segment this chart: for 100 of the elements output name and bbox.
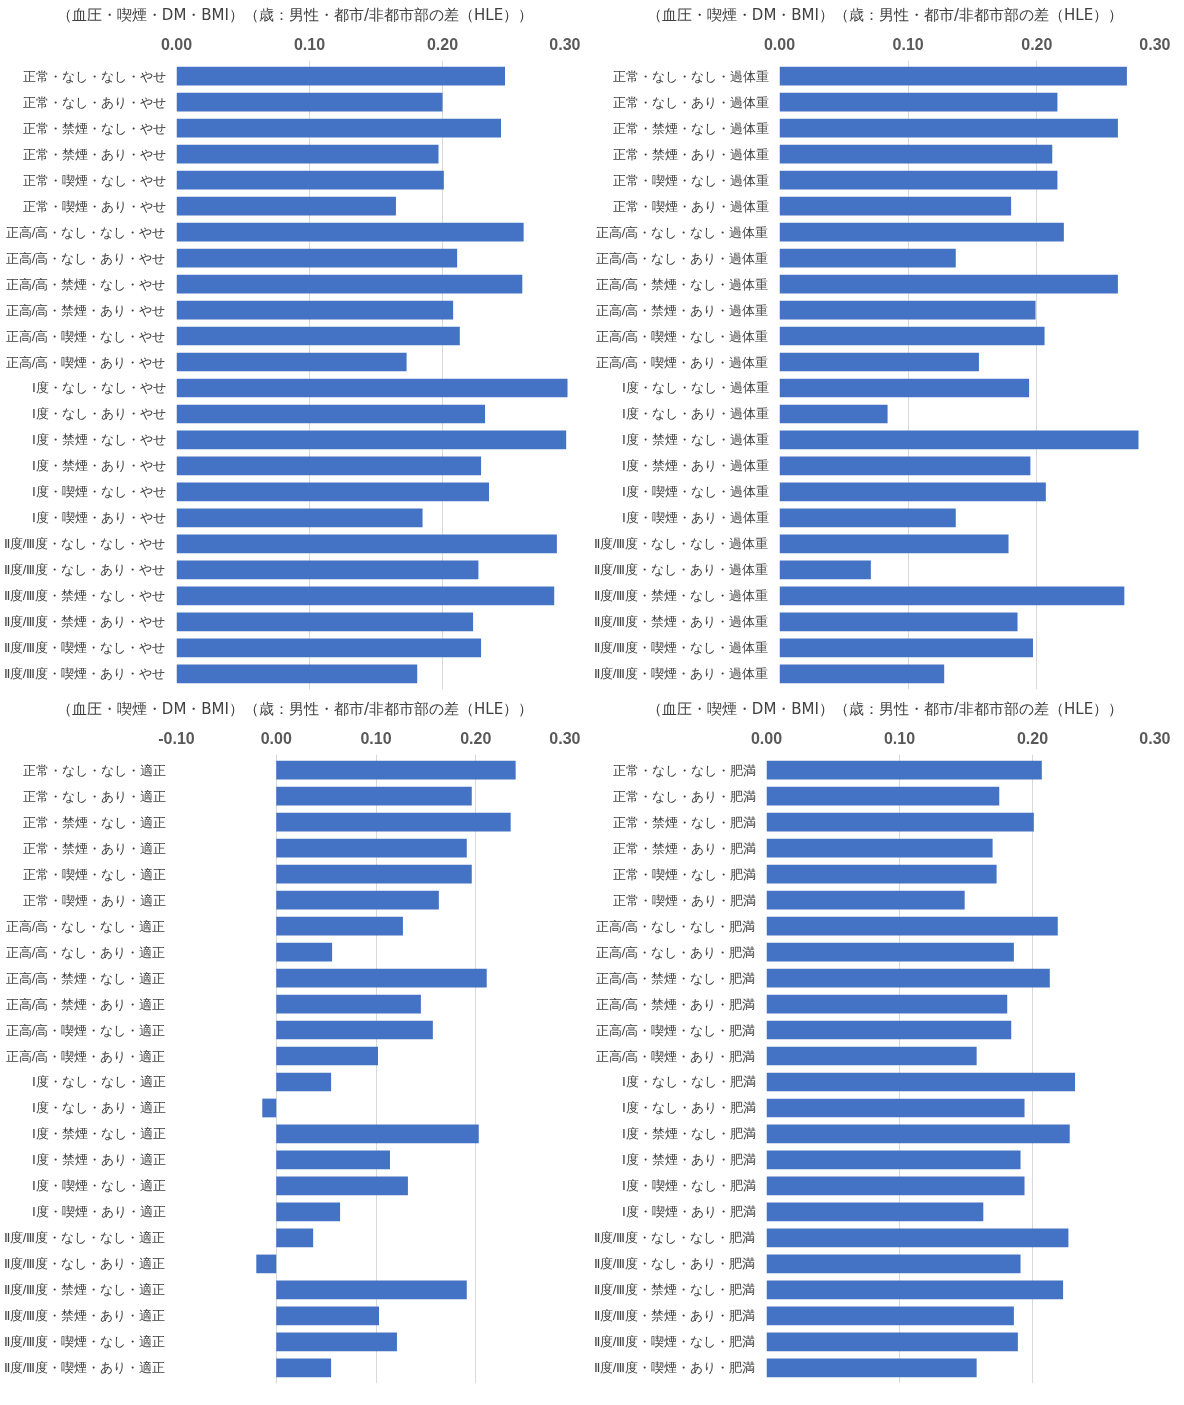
y-tick-label: Ⅱ度/Ⅲ度・喫煙・あり・肥満 [593, 1360, 756, 1376]
y-tick-label: Ⅰ度・禁煙・あり・やせ [31, 458, 166, 474]
x-tick-label: 0.00 [160, 35, 193, 53]
y-tick-label: 正常・なし・あり・過体重 [612, 94, 769, 110]
y-tick-label: Ⅰ度・なし・なし・肥満 [621, 1074, 756, 1090]
x-tick-label: 0.10 [360, 729, 392, 747]
x-tick-label: 0.00 [750, 729, 783, 747]
y-tick-label: Ⅰ度・喫煙・なし・過体重 [621, 484, 769, 500]
chart-title: （血圧・喫煙・DM・BMI）（歳：男性・都市/非都市部の差（HLE）） [56, 699, 534, 720]
y-tick-label: Ⅰ度・なし・あり・過体重 [621, 406, 769, 422]
y-tick-label: 正常・喫煙・なし・やせ [22, 172, 166, 188]
y-tick-label: 正常・喫煙・あり・肥満 [612, 892, 756, 908]
y-tick-label: Ⅱ度/Ⅲ度・禁煙・なし・やせ [3, 588, 166, 604]
y-tick-label: 正常・喫煙・あり・やせ [22, 198, 166, 214]
y-tick-label: 正高/高・なし・なし・やせ [5, 224, 166, 240]
y-tick-label: 正高/高・禁煙・あり・適正 [5, 996, 166, 1012]
y-tick-label: 正常・禁煙・なし・やせ [22, 120, 166, 136]
bar [276, 1202, 341, 1222]
bar [256, 1254, 277, 1274]
y-tick-label: Ⅰ度・喫煙・あり・やせ [31, 510, 166, 526]
y-tick-label: 正高/高・なし・なし・過体重 [595, 224, 769, 240]
y-tick-label: Ⅱ度/Ⅲ度・なし・なし・やせ [3, 536, 166, 552]
bar [276, 1306, 379, 1326]
y-tick-label: Ⅰ度・なし・なし・過体重 [621, 380, 769, 396]
y-tick-label: Ⅰ度・喫煙・なし・やせ [31, 484, 166, 500]
y-tick-label: Ⅰ度・禁煙・あり・適正 [31, 1152, 166, 1168]
y-tick-label: 正高/高・なし・なし・適正 [5, 918, 166, 934]
y-tick-label: 正常・禁煙・あり・肥満 [612, 840, 756, 856]
y-tick-label: 正高/高・喫煙・なし・過体重 [595, 328, 769, 344]
bar [276, 786, 472, 806]
chart-title: （血圧・喫煙・DM・BMI）（歳：男性・都市/非都市部の差（HLE）） [646, 699, 1124, 720]
y-tick-label: 正常・禁煙・なし・肥満 [612, 814, 756, 830]
y-tick-label: 正常・なし・あり・肥満 [612, 788, 756, 804]
x-tick-label: 0.30 [549, 35, 581, 53]
y-tick-label: 正常・なし・なし・適正 [22, 762, 166, 778]
y-tick-label: Ⅱ度/Ⅲ度・禁煙・あり・過体重 [593, 614, 769, 630]
y-tick-label: Ⅰ度・なし・なし・適正 [31, 1074, 166, 1090]
x-tick-label: 0.30 [1139, 35, 1171, 53]
y-tick-label: Ⅰ度・なし・あり・適正 [31, 1100, 166, 1116]
y-tick-label: 正高/高・喫煙・あり・適正 [5, 1048, 166, 1064]
y-tick-label: Ⅱ度/Ⅲ度・喫煙・なし・過体重 [593, 640, 769, 656]
x-tick-label: 0.00 [260, 729, 292, 747]
y-tick-label: Ⅱ度/Ⅲ度・喫煙・なし・適正 [3, 1334, 166, 1350]
y-tick-label: Ⅰ度・禁煙・あり・過体重 [621, 458, 769, 474]
x-tick-label: 0.20 [1021, 35, 1053, 53]
y-tick-label: Ⅰ度・喫煙・あり・肥満 [621, 1204, 756, 1220]
bar [276, 890, 439, 910]
x-tick-label: 0.00 [763, 35, 796, 53]
y-tick-label: 正高/高・なし・あり・過体重 [595, 250, 769, 266]
y-tick-label: 正高/高・禁煙・なし・適正 [5, 970, 166, 986]
bar [276, 1280, 467, 1300]
y-tick-label: 正常・なし・なし・肥満 [612, 762, 756, 778]
y-tick-label: Ⅰ度・喫煙・あり・適正 [31, 1204, 166, 1220]
y-tick-label: Ⅰ度・なし・あり・やせ [31, 406, 166, 422]
y-tick-label: Ⅰ度・禁煙・なし・過体重 [621, 432, 769, 448]
y-tick-label: Ⅱ度/Ⅲ度・禁煙・なし・過体重 [593, 588, 769, 604]
y-tick-label: 正常・喫煙・なし・過体重 [612, 172, 769, 188]
y-tick-label: 正高/高・喫煙・なし・適正 [5, 1022, 166, 1038]
bar [276, 864, 472, 884]
x-tick-label: 0.10 [883, 729, 916, 747]
bar [276, 1020, 433, 1040]
x-tick-label: 0.20 [1016, 729, 1049, 747]
y-tick-label: Ⅰ度・禁煙・あり・肥満 [621, 1152, 756, 1168]
y-tick-label: 正高/高・なし・あり・やせ [5, 250, 166, 266]
x-tick-label: 0.20 [426, 35, 459, 53]
y-tick-label: 正高/高・喫煙・なし・肥満 [595, 1022, 756, 1038]
y-tick-label: Ⅱ度/Ⅲ度・喫煙・あり・過体重 [593, 666, 769, 682]
y-tick-label: 正高/高・禁煙・なし・過体重 [595, 276, 769, 292]
y-tick-label: Ⅱ度/Ⅲ度・なし・なし・適正 [3, 1230, 166, 1246]
y-tick-label: Ⅰ度・禁煙・なし・適正 [31, 1126, 166, 1142]
y-tick-label: Ⅰ度・禁煙・なし・肥満 [621, 1126, 756, 1142]
y-tick-label: 正高/高・なし・なし・肥満 [595, 918, 756, 934]
bar [276, 1332, 397, 1352]
bar [276, 1358, 332, 1378]
y-tick-label: Ⅱ度/Ⅲ度・なし・あり・適正 [3, 1256, 166, 1272]
y-tick-label: 正高/高・なし・あり・適正 [5, 944, 166, 960]
bar [276, 1124, 479, 1144]
y-tick-label: 正高/高・なし・あり・肥満 [595, 944, 756, 960]
y-tick-label: 正常・喫煙・なし・適正 [22, 866, 166, 882]
y-tick-label: 正高/高・禁煙・あり・肥満 [595, 996, 756, 1012]
bar [276, 1176, 408, 1196]
y-tick-label: 正常・喫煙・あり・適正 [22, 892, 166, 908]
bar [276, 994, 421, 1014]
y-tick-label: 正常・なし・なし・やせ [22, 68, 166, 84]
y-tick-label: Ⅱ度/Ⅲ度・なし・あり・過体重 [593, 562, 769, 578]
y-tick-label: Ⅱ度/Ⅲ度・なし・なし・過体重 [593, 536, 769, 552]
y-tick-label: Ⅱ度/Ⅲ度・なし・なし・肥満 [593, 1230, 756, 1246]
y-tick-label: 正常・禁煙・あり・過体重 [612, 146, 769, 162]
y-tick-label: Ⅰ度・禁煙・なし・やせ [31, 432, 166, 448]
y-tick-label: Ⅰ度・喫煙・なし・肥満 [621, 1178, 756, 1194]
y-tick-label: Ⅰ度・喫煙・あり・過体重 [621, 510, 769, 526]
y-tick-label: Ⅱ度/Ⅲ度・禁煙・あり・適正 [3, 1308, 166, 1324]
y-tick-label: 正常・禁煙・なし・過体重 [612, 120, 769, 136]
y-tick-label: 正高/高・喫煙・あり・肥満 [595, 1048, 756, 1064]
y-tick-label: Ⅱ度/Ⅲ度・禁煙・あり・やせ [3, 614, 166, 630]
y-tick-label: Ⅱ度/Ⅲ度・禁煙・あり・肥満 [593, 1308, 756, 1324]
y-tick-label: Ⅰ度・なし・なし・やせ [31, 380, 166, 396]
y-tick-label: 正高/高・禁煙・あり・やせ [5, 302, 166, 318]
bar [276, 812, 511, 832]
y-tick-label: 正常・禁煙・あり・適正 [22, 840, 166, 856]
